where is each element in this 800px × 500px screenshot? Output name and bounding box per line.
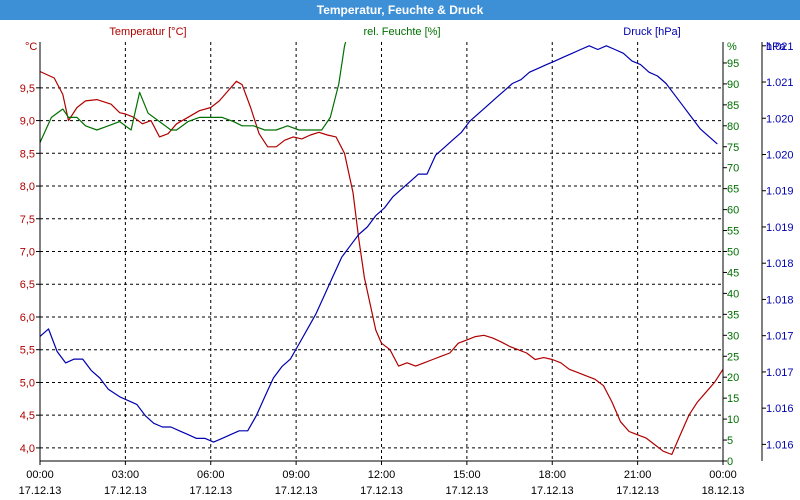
pressure-tick-label: 1.017 xyxy=(766,367,794,379)
pressure-tick-label: 1.020 xyxy=(766,113,794,125)
pressure-tick-label: 1.019 xyxy=(766,222,794,234)
humidity-tick-label: 15 xyxy=(727,393,739,405)
humidity-tick-label: 40 xyxy=(727,288,739,300)
temperature-tick-label: 9,5 xyxy=(20,83,35,95)
humidity-tick-label: 30 xyxy=(727,330,739,342)
humidity-series-line xyxy=(40,42,347,143)
time-tick-label: 09:00 xyxy=(282,469,310,481)
temperature-tick-label: 7,0 xyxy=(20,247,35,259)
time-tick-label: 00:00 xyxy=(26,469,54,481)
date-tick-label: 17.12.13 xyxy=(104,485,147,497)
chart-title: Temperatur, Feuchte & Druck xyxy=(0,0,800,20)
temperature-tick-label: 4,0 xyxy=(20,443,35,455)
grid xyxy=(40,42,723,461)
pressure-tick-label: 1.021 xyxy=(766,41,794,53)
temperature-tick-label: 9,0 xyxy=(20,116,35,128)
pressure-series-line xyxy=(40,45,718,443)
pressure-unit-label: hPa xyxy=(766,41,786,53)
humidity-tick-label: 55 xyxy=(727,226,739,238)
temperature-axis: 4,0 4,5 5,0 5,5 6,0 6,5 7,0 7,5 8,0 8,5 9,0 9,5 °C xyxy=(20,41,40,455)
humidity-tick-label: 70 xyxy=(727,163,739,175)
pressure-tick-label: 1.016 xyxy=(766,439,794,451)
pressure-tick-label: 1.021 xyxy=(766,77,794,89)
time-axis: 00:00 17.12.13 03:00 17.12.13 06:00 17.12.13 0… xyxy=(19,461,745,497)
humidity-tick-label: 45 xyxy=(727,267,739,279)
date-tick-label: 17.12.13 xyxy=(616,485,659,497)
date-tick-label: 17.12.13 xyxy=(445,485,488,497)
humidity-tick-label: 5 xyxy=(727,435,733,447)
temperature-tick-label: 6,0 xyxy=(20,312,35,324)
pressure-tick-label: 1.017 xyxy=(766,331,794,343)
humidity-tick-label: 0 xyxy=(727,456,733,468)
temperature-tick-label: 8,0 xyxy=(20,181,35,193)
chart-area: 4,0 4,5 5,0 5,5 6,0 6,5 7,0 7,5 8,0 8,5 9,0 9,5 °C 0… xyxy=(19,26,794,497)
time-tick-label: 21:00 xyxy=(624,469,652,481)
time-tick-label: 12:00 xyxy=(368,469,396,481)
humidity-tick-label: 85 xyxy=(727,100,739,112)
temperature-tick-label: 4,5 xyxy=(20,410,35,422)
humidity-tick-label: 60 xyxy=(727,205,739,217)
date-tick-label: 17.12.13 xyxy=(189,485,232,497)
temperature-tick-label: 7,5 xyxy=(20,214,35,226)
humidity-legend-label: rel. Feuchte [%] xyxy=(363,26,440,38)
date-tick-label: 18.12.13 xyxy=(702,485,745,497)
date-tick-label: 17.12.13 xyxy=(360,485,403,497)
legend: Temperatur [°C] rel. Feuchte [%] Druck [hP… xyxy=(109,26,680,38)
temperature-tick-label: 5,0 xyxy=(20,377,35,389)
humidity-tick-label: 35 xyxy=(727,309,739,321)
humidity-tick-label: 25 xyxy=(727,351,739,363)
humidity-axis: 0 5 10 15 20 25 30 35 40 45 50 55 60 65 70 75 80 85 90 95% xyxy=(723,41,739,468)
pressure-tick-label: 1.016 xyxy=(766,403,794,415)
date-tick-label: 17.12.13 xyxy=(275,485,318,497)
pressure-tick-label: 1.019 xyxy=(766,186,794,198)
humidity-tick-label: 50 xyxy=(727,247,739,259)
pressure-tick-label: 1.020 xyxy=(766,149,794,161)
series-layer xyxy=(40,42,723,456)
date-tick-label: 17.12.13 xyxy=(531,485,574,497)
humidity-tick-label: 80 xyxy=(727,121,739,133)
pressure-tick-label: 1.018 xyxy=(766,294,794,306)
temperature-series-line xyxy=(40,70,723,456)
pressure-tick-label: 1.018 xyxy=(766,258,794,270)
humidity-tick-label: 65 xyxy=(727,184,739,196)
temperature-legend-label: Temperatur [°C] xyxy=(109,26,186,38)
pressure-legend-label: Druck [hPa] xyxy=(623,26,680,38)
humidity-tick-label: 90 xyxy=(727,79,739,91)
temperature-tick-label: 8,5 xyxy=(20,148,35,160)
humidity-tick-label: 95 xyxy=(727,58,739,70)
time-tick-label: 18:00 xyxy=(538,469,566,481)
temperature-unit-label: °C xyxy=(25,41,37,53)
pressure-axis: 1.016 1.016 1.017 1.017 1.018 1.018 1.019 1.019… xyxy=(762,41,794,451)
time-tick-label: 15:00 xyxy=(453,469,481,481)
temperature-tick-label: 6,5 xyxy=(20,279,35,291)
humidity-tick-label: 75 xyxy=(727,142,739,154)
time-tick-label: 00:00 xyxy=(709,469,737,481)
humidity-tick-label: 20 xyxy=(727,372,739,384)
time-tick-label: 06:00 xyxy=(197,469,225,481)
humidity-tick-label: 10 xyxy=(727,414,739,426)
time-tick-label: 03:00 xyxy=(112,469,140,481)
humidity-unit-label: % xyxy=(727,41,737,53)
temperature-tick-label: 5,5 xyxy=(20,345,35,357)
date-tick-label: 17.12.13 xyxy=(19,485,62,497)
